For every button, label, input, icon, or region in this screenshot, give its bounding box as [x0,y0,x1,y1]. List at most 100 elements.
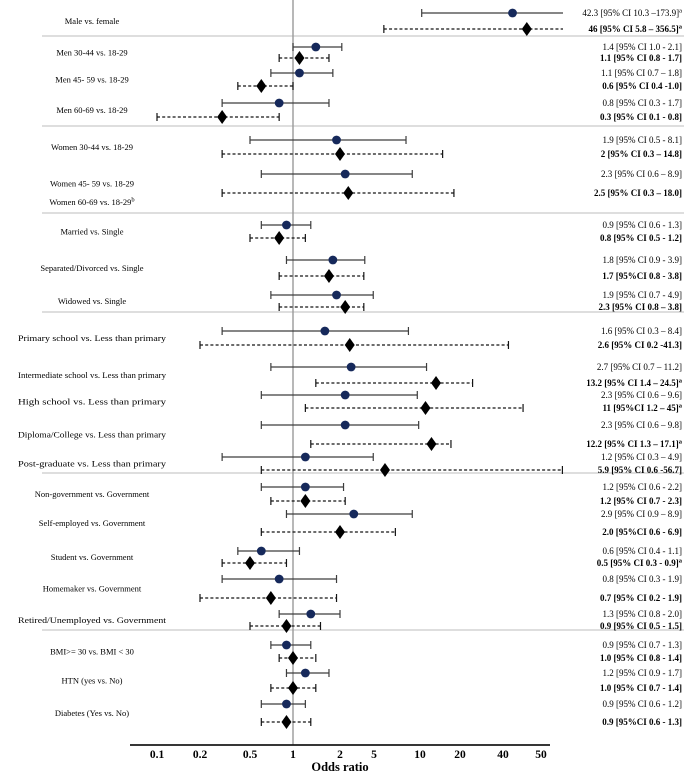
ci-text: 1.1 [95% CI 0.7 – 1.8] [601,68,682,78]
ci-text-bold: 12.2 [95% CI 1.3 – 17.1]a [586,439,683,450]
circle-marker [332,135,341,145]
forest-row: Retired/Unemployed vs. Government 1.3 [95… [18,609,682,633]
ci-text-bold: 46 [95% CI 5.8 – 356.5]a [589,24,683,35]
forest-row: Diabetes (Yes vs. No) 0.9 [95% CI 0.6 - 1… [55,699,682,729]
forest-row: Separated/Divorced vs. Single 1.8 [95% CI… [40,255,682,283]
diamond-marker [281,715,292,729]
circle-marker [332,290,341,300]
row-label: Married vs. Single [60,227,123,237]
ci-text: 1.9 [95% CI 0.5 - 8.1] [603,135,683,145]
row-label: Diploma/College vs. Less than primary [18,430,167,440]
row-label: Men 60-69 vs. 18-29 [56,105,127,115]
ci-text: 1.2 [95% CI 0.3 – 4.9] [601,452,682,462]
ci-text: 2.3 [95% CI 0.6 – 8.9] [601,169,682,179]
ci-text-bold: 1.0 [95% CI 0.8 - 1.4] [600,653,682,663]
circle-marker [256,546,266,556]
row-label: Men 30-44 vs. 18-29 [56,48,127,58]
circle-marker [306,609,316,619]
ci-text-bold: 0.9 [95%CI 0.6 - 1.3] [602,717,682,727]
x-tick-label: 0.1 [150,749,165,761]
ci-text: 2.7 [95% CI 0.7 – 11.2] [597,362,682,372]
ci-text-bold: 2.5 [95% CI 0.3 – 18.0] [594,188,682,198]
ci-text-bold: 5.9 [95% CI 0.6 -56.7] [598,465,682,475]
row-label: Men 45- 59 vs. 18-29 [55,75,128,85]
diamond-marker [340,300,351,314]
diamond-marker [335,147,345,161]
circle-marker [349,509,359,519]
forest-row: HTN (yes vs. No) 1.2 [95% CI 0.9 - 1.7] 1.… [62,668,682,695]
circle-marker [311,42,321,52]
x-tick-label: 1 [290,749,296,761]
ci-text-bold: 0.9 [95% CI 0.5 - 1.5] [600,621,682,631]
ci-text-bold: 2.0 [95%CI 0.6 - 6.9] [602,527,682,537]
ci-text-bold: 2.6 [95% CI 0.2 -41.3] [598,340,682,350]
circle-marker [282,640,291,650]
forest-row: Women 45- 59 vs. 18-29 2.3 [95% CI 0.6 – … [50,169,682,200]
ci-text-bold: 1.1 [95% CI 0.8 - 1.7] [600,53,682,63]
row-label: Retired/Unemployed vs. Government [18,615,167,625]
circle-marker [300,668,310,678]
ci-text: 1.2 [95% CI 0.6 - 2.2] [603,482,683,492]
diamond-marker [343,186,354,200]
forest-row: Male vs. female 42.3 [95% CI 10.3 –173.9]… [65,8,683,36]
forest-row: Intermediate school vs. Less than primar… [18,362,683,390]
diamond-marker [426,437,437,451]
forest-row: Diploma/College vs. Less than primary 2.3… [18,420,683,451]
row-label: Primary school vs. Less than primary [18,333,167,343]
x-tick-label: 40 [497,749,509,761]
row-label: Intermediate school vs. Less than primar… [18,370,167,380]
diamond-marker [521,22,532,36]
ci-text: 1.9 [95% CI 0.7 - 4.9] [603,290,683,300]
forest-row: BMI>= 30 vs. BMI < 30 0.9 [95% CI 0.7 - 1… [50,640,682,665]
diamond-marker [431,376,442,390]
row-label: High school vs. Less than primary [18,397,167,407]
diamond-marker [344,338,355,352]
diamond-marker [335,525,345,539]
ci-text: 42.3 [95% CI 10.3 –173.9]a [582,8,682,19]
circle-marker [282,699,291,709]
row-label: Homemaker vs. Government [43,584,142,594]
forest-row: Primary school vs. Less than primary 1.6 … [18,326,682,352]
diamond-marker [217,110,228,124]
diamond-marker [256,79,267,93]
ci-text-bold: 11 [95%CI 1.2 – 45]a [603,403,683,414]
plot-body: Male vs. female 42.3 [95% CI 10.3 –173.9]… [18,0,684,761]
circle-marker [300,482,310,492]
ci-text: 1.2 [95% CI 0.9 - 1.7] [603,668,683,678]
ci-text-bold: 1.0 [95% CI 0.7 - 1.4] [600,683,682,693]
row-label: Widowed vs. Single [58,296,127,306]
x-tick-label: 10 [414,749,426,761]
forest-row: Women 60-69 vs. 18-29b [49,197,134,208]
ci-text-bold: 2.3 [95% CI 0.8 – 3.8] [599,302,683,312]
row-label: Women 45- 59 vs. 18-29 [50,179,134,189]
circle-marker [508,8,517,18]
ci-text: 1.4 [95% CI 1.0 - 2.1] [603,42,683,52]
ci-text: 2.3 [95% CI 0.6 – 9.8] [601,420,682,430]
diamond-marker [300,494,311,508]
diamond-marker [420,401,431,415]
ci-text-bold: 0.5 [95% CI 0.3 - 0.9]a [597,558,683,569]
diamond-marker [274,231,285,245]
row-label: Diabetes (Yes vs. No) [55,708,129,718]
ci-text: 1.3 [95% CI 0.8 - 2.0] [603,609,683,619]
diamond-marker [245,556,255,570]
ci-text-bold: 0.7 [95% CI 0.2 - 1.9] [600,593,682,603]
ci-text-bold: 2 [95% CI 0.3 – 14.8] [601,149,682,159]
diamond-marker [265,591,276,605]
row-label: Post-graduate vs. Less than primary [18,459,167,469]
ci-text-bold: 13.2 [95% CI 1.4 – 24.5]a [586,378,683,389]
x-tick-label: 2 [337,749,343,761]
ci-text: 2.9 [95% CI 0.9 – 8.9] [601,509,682,519]
ci-text-bold: 1.7 [95%CI 0.8 - 3.8] [602,271,682,281]
forest-row: Widowed vs. Single 1.9 [95% CI 0.7 - 4.9]… [58,290,682,314]
circle-marker [300,452,310,462]
forest-row: Non-government vs. Government 1.2 [95% CI… [35,482,682,508]
ci-text: 0.8 [95% CI 0.3 - 1.9] [603,574,683,584]
circle-marker [340,420,350,430]
ci-text-bold: 0.6 [95% CI 0.4 -1.0] [602,81,682,91]
x-tick-label: 5 [371,749,377,761]
ci-text: 1.8 [95% CI 0.9 - 3.9] [603,255,683,265]
row-label: Male vs. female [65,16,120,26]
